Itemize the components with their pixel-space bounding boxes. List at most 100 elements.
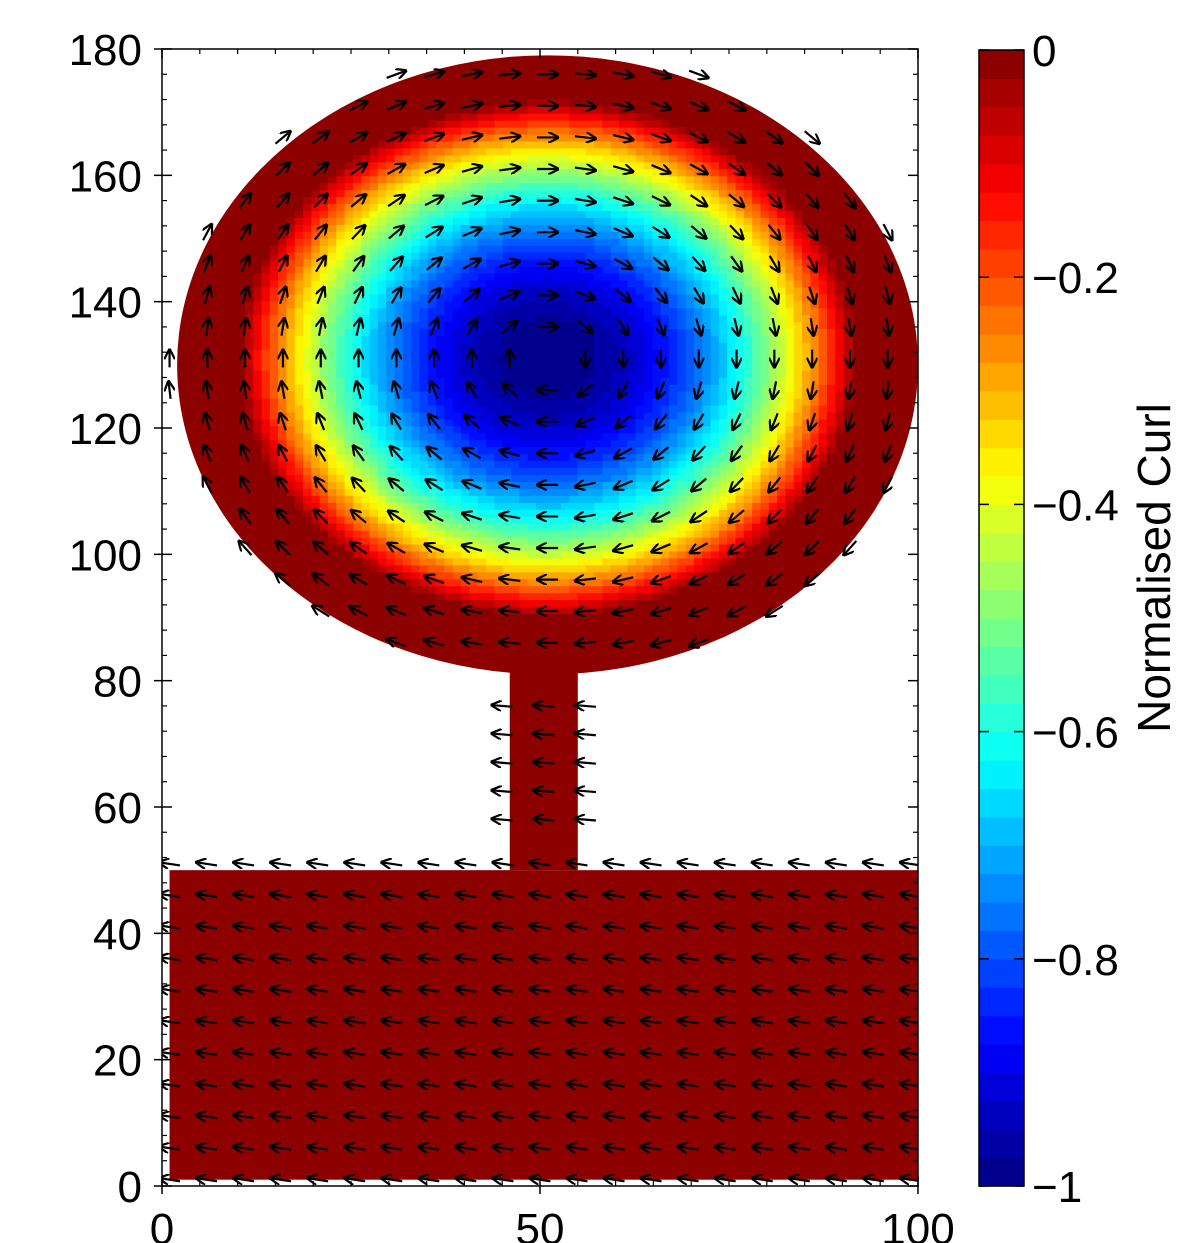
contour-cell [377,272,387,281]
contour-cell [386,550,396,559]
contour-cell [752,411,762,420]
contour-cell [743,231,753,239]
contour-cell [760,203,770,212]
contour-cell [244,328,254,337]
vector-arrow [307,1115,329,1118]
contour-cell [510,127,520,135]
contour-cell [577,377,587,385]
contour-cell [635,425,645,434]
contour-cell [319,245,329,253]
contour-cell [244,377,254,385]
contour-cell [702,377,712,385]
contour-cell [677,550,687,559]
contour-cell [635,564,645,573]
contour-cell [352,356,362,364]
vector-arrow [424,134,443,141]
contour-cell [577,252,587,260]
contour-cell [585,530,595,538]
contour-cell [785,321,795,330]
vector-arrow [567,1052,588,1055]
contour-cell [419,481,429,489]
contour-cell [793,210,803,218]
contour-cell [710,259,720,267]
contour-cell [319,523,329,531]
contour-cell [627,550,637,559]
contour-cell [394,543,404,552]
contour-cell [627,418,637,427]
contour-cell [344,349,354,357]
contour-cell [610,356,620,364]
contour-cell [627,272,637,281]
contour-cell [685,439,695,448]
contour-cell [544,113,554,121]
contour-cell [660,425,670,434]
vector-arrow [604,1052,625,1055]
contour-cell [411,286,421,295]
contour-cell [560,592,570,601]
contour-cell [668,147,678,156]
contour-cell [535,272,545,281]
contour-cell [843,349,853,357]
contour-cell [361,432,371,441]
contour-cell [469,140,479,149]
contour-cell [328,391,337,399]
contour-cell [535,224,545,232]
contour-cell [785,224,795,232]
contour-cell [502,231,512,239]
contour-cell [344,377,354,385]
contour-cell [802,439,811,448]
contour-cell [461,147,470,156]
contour-cell [793,349,803,357]
contour-cell [727,474,737,482]
contour-cell [569,286,579,295]
contour-cell [502,599,512,608]
contour-cell [369,564,379,573]
contour-cell [419,370,429,378]
contour-cell [294,349,304,357]
contour-cell [535,99,545,107]
contour-cell [494,467,504,476]
contour-cell [777,217,786,225]
contour-cell [652,196,662,205]
contour-cell [544,467,554,476]
vector-arrow [392,414,403,431]
vector-arrow [381,1115,403,1118]
vector-arrow [344,925,366,928]
contour-cell [444,238,454,246]
contour-cell [477,300,487,309]
contour-cell [826,356,836,364]
contour-cell [760,314,770,323]
contour-cell [510,106,520,114]
contour-cell [718,300,728,309]
contour-cell [552,536,562,545]
contour-cell [768,279,778,288]
contour-cell [419,252,429,260]
contour-cell [402,509,412,517]
contour-cell [444,502,454,510]
contour-cell [278,238,288,246]
contour-cell [427,175,437,184]
contour-cell [577,279,587,288]
contour-cell [627,335,637,344]
contour-cell [452,592,462,601]
contour-cell [735,502,745,510]
contour-cell [660,210,670,218]
contour-cell [627,210,637,218]
contour-cell [286,300,296,309]
contour-cell [486,328,495,337]
contour-cell [810,467,820,476]
vector-arrow [312,132,329,145]
contour-cell [344,474,354,482]
contour-cell [519,196,529,205]
contour-cell [394,279,404,288]
contour-cell [494,439,504,448]
contour-cell [519,370,529,378]
contour-cell [469,467,479,476]
contour-cell [668,286,678,295]
contour-cell [768,245,778,253]
contour-cell [344,384,354,392]
contour-cell [644,133,653,142]
contour-cell [436,536,446,545]
vector-arrow [734,318,738,335]
contour-cell [702,314,712,323]
